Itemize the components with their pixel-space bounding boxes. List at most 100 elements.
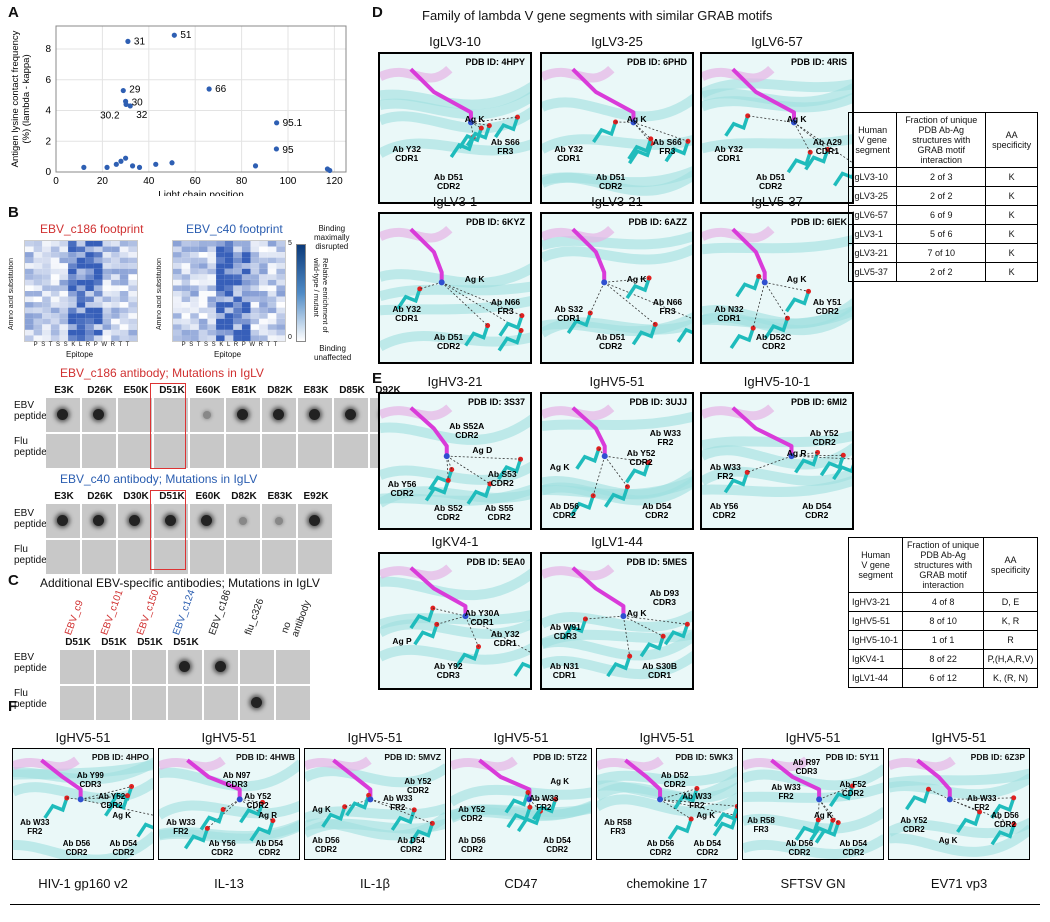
- antibody-residue-label: Ab D54 CDR2: [109, 838, 138, 857]
- heat-cell: [181, 268, 191, 275]
- antibody-residue-label: Ab W33 FR2: [771, 782, 801, 801]
- heat-cell: [241, 335, 251, 341]
- antibody-sidechain: [464, 324, 490, 347]
- heat-ylabel-2: Amino acid substitution: [156, 258, 163, 330]
- c-blot-spot: [204, 686, 238, 720]
- ribbon: [542, 243, 692, 265]
- structure-render: PDB ID: 5TZ2 Ab W33 FR2 Ab Y52 CDR2 Ag K Ab …: [450, 748, 592, 860]
- heat-cell: [128, 291, 137, 297]
- ribbon: [380, 610, 530, 630]
- heat-cell: [250, 263, 260, 269]
- antibody-sidechain: [729, 327, 755, 350]
- structure-graphic: [702, 65, 852, 187]
- heat-cell: [50, 302, 60, 308]
- heat-cell: [128, 335, 137, 341]
- heat-cell: [111, 291, 120, 297]
- heat-cell: [50, 313, 60, 319]
- antibody-residue-label: Ab D54 CDR2: [839, 838, 868, 857]
- antibody-sidechain: [832, 464, 852, 481]
- heat-cell: [173, 246, 182, 253]
- structure-title: IgHV5-51: [639, 730, 695, 745]
- panel-letter-c: C: [8, 572, 19, 589]
- heat-cell: [250, 285, 260, 291]
- structure-graphic: [702, 225, 852, 350]
- heat-cell: [190, 318, 199, 325]
- heat-cell: [119, 246, 129, 253]
- c-blot-spot: [168, 686, 202, 720]
- heat-cell: [119, 307, 129, 314]
- heat-cell: [181, 285, 191, 291]
- data-point: [118, 158, 124, 164]
- heat-cell: [190, 268, 199, 275]
- heat-cell: [68, 329, 77, 336]
- h-bond: [604, 277, 650, 283]
- ab1-blot-spot: [118, 434, 152, 468]
- heat-cell: [59, 296, 69, 303]
- h-bond: [818, 785, 853, 800]
- h-bond: [791, 455, 852, 460]
- heat-cell: [198, 318, 208, 325]
- heat-cell: [259, 329, 268, 336]
- heat-cell: [259, 335, 268, 341]
- oxygen-atom: [815, 449, 821, 455]
- heat-cell: [102, 329, 112, 336]
- antibody-sidechain: [566, 312, 592, 334]
- ribbon: [380, 643, 530, 665]
- heat-cell: [241, 324, 251, 330]
- nitrogen-atom: [790, 119, 797, 126]
- heat-cell: [216, 279, 225, 286]
- ab1-mut-label: D92K: [375, 385, 401, 396]
- ribbon: [743, 806, 883, 834]
- structure-title: IgLV3-25: [591, 34, 643, 49]
- heat-cell: [93, 263, 103, 269]
- heat-cell: [276, 279, 285, 286]
- pdb-id: PDB ID: 3UJJ: [629, 397, 687, 407]
- oxygen-atom: [806, 288, 812, 294]
- table-cell: 6 of 12: [902, 668, 984, 688]
- heat-cell: [233, 324, 242, 330]
- heat-cell: [85, 324, 94, 330]
- pdb-id: PDB ID: 5EA0: [466, 557, 525, 567]
- c-spot-dot: [215, 661, 226, 672]
- heat-cell: [250, 252, 260, 258]
- heat-cell: [128, 252, 137, 258]
- antibody-residue-label: Ab Y52 CDR2: [809, 427, 839, 447]
- heatmap-c186: [24, 240, 138, 342]
- oxygen-atom: [342, 804, 348, 810]
- ribbon: [380, 263, 530, 288]
- antibody-sidechain: [956, 811, 982, 833]
- ab2-blot-spot: [82, 540, 116, 574]
- oxygen-atom: [648, 136, 654, 142]
- heat-cell: [198, 313, 208, 319]
- oxygen-atom: [429, 820, 435, 826]
- heat-cell: [224, 324, 234, 330]
- heat-cell: [76, 302, 86, 308]
- antibody-residue-label: Ab Y99 CDR3: [76, 771, 104, 790]
- table-cell: 7 of 10: [896, 243, 987, 263]
- ab1-blot-spot: [226, 434, 260, 468]
- antigen-sidechain: [571, 67, 636, 123]
- antigen-residue-label: Ag K: [696, 810, 716, 820]
- antigen-name: SFTSV GN: [780, 876, 846, 891]
- heat-cell: [50, 285, 60, 291]
- heat-cell: [85, 307, 94, 314]
- heat-cell: [233, 279, 242, 286]
- epitope-seq-1: P S T S S K L R P W R T T: [33, 342, 131, 348]
- ab2-mut-label: E92K: [303, 491, 329, 502]
- heat-cell: [42, 285, 51, 291]
- heat-cell: [59, 329, 69, 336]
- structure-graphic: [542, 225, 692, 346]
- heat-cell: [216, 329, 225, 336]
- heat-cell: [181, 263, 191, 269]
- heat-cell: [42, 279, 51, 286]
- oxygen-atom: [685, 138, 691, 144]
- heat-cell: [85, 318, 94, 325]
- heat-cell: [216, 335, 225, 341]
- ribbon: [380, 91, 530, 120]
- structure-render: PDB ID: 6KYZ Ag K Ab Y32 CDR1 Ab D51 CDR2 Ab…: [378, 212, 532, 364]
- heat-cell: [190, 324, 199, 330]
- ab2-blot-spot: [298, 504, 332, 538]
- heat-cell: [93, 313, 103, 319]
- nitrogen-atom: [443, 453, 450, 460]
- heat-cell: [216, 307, 225, 314]
